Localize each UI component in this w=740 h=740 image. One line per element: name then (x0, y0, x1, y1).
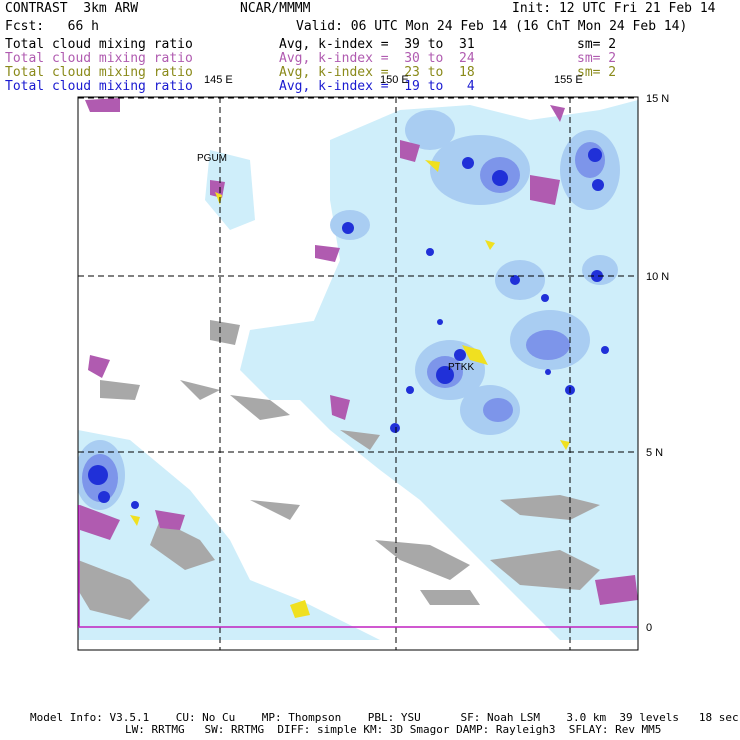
lat-label-10n: 10 N (646, 271, 669, 283)
field-name-2: Total cloud mixing ratio (5, 51, 193, 66)
field-name-3: Total cloud mixing ratio (5, 65, 193, 80)
land-areas (78, 320, 600, 620)
valid-time: Valid: 06 UTC Mon 24 Feb 14 (16 ChT Mon … (296, 19, 688, 34)
mid-cloud-areas (130, 160, 570, 618)
lon-label-155: 155 E (554, 74, 583, 86)
map-border (77, 96, 639, 651)
station-label-ptkk: PTKK (448, 362, 474, 373)
map-field-layer (78, 98, 638, 640)
field-range-3: Avg, k-index = 23 to 18 (279, 65, 475, 80)
field-range-1: Avg, k-index = 39 to 31 (279, 37, 475, 52)
field-name-4: Total cloud mixing ratio (5, 79, 193, 94)
lat-label-0: 0 (646, 622, 652, 634)
lat-label-15n: 15 N (646, 93, 669, 105)
init-time: Init: 12 UTC Fri 21 Feb 14 (512, 1, 716, 16)
low-cloud-areas (80, 98, 638, 605)
field-name-1: Total cloud mixing ratio (5, 37, 193, 52)
field-smooth-2: sm= 2 (577, 51, 617, 66)
station-label-pgum: PGUM (197, 153, 227, 164)
field-smooth-3: sm= 2 (577, 65, 617, 80)
field-range-4: Avg, k-index = 19 to 4 (279, 79, 475, 94)
field-range-2: Avg, k-index = 30 to 24 (279, 51, 475, 66)
field-smooth-1: sm= 2 (577, 37, 617, 52)
institution: NCAR/MMMM (240, 1, 311, 16)
cloud-core-areas (88, 148, 609, 509)
lat-label-5n: 5 N (646, 447, 663, 459)
forecast-hour: Fcst: 66 h (5, 19, 99, 34)
lon-label-150: 150 E (380, 74, 409, 86)
model-info-line-1: Model Info: V3.5.1 CU: No Cu MP: Thompso… (30, 711, 739, 724)
lat-lon-grid (78, 97, 638, 650)
lon-label-145: 145 E (204, 74, 233, 86)
model-name: CONTRAST 3km ARW (5, 1, 139, 16)
model-info-line-2: LW: RRTMG SW: RRTMG DIFF: simple KM: 3D … (125, 723, 662, 736)
